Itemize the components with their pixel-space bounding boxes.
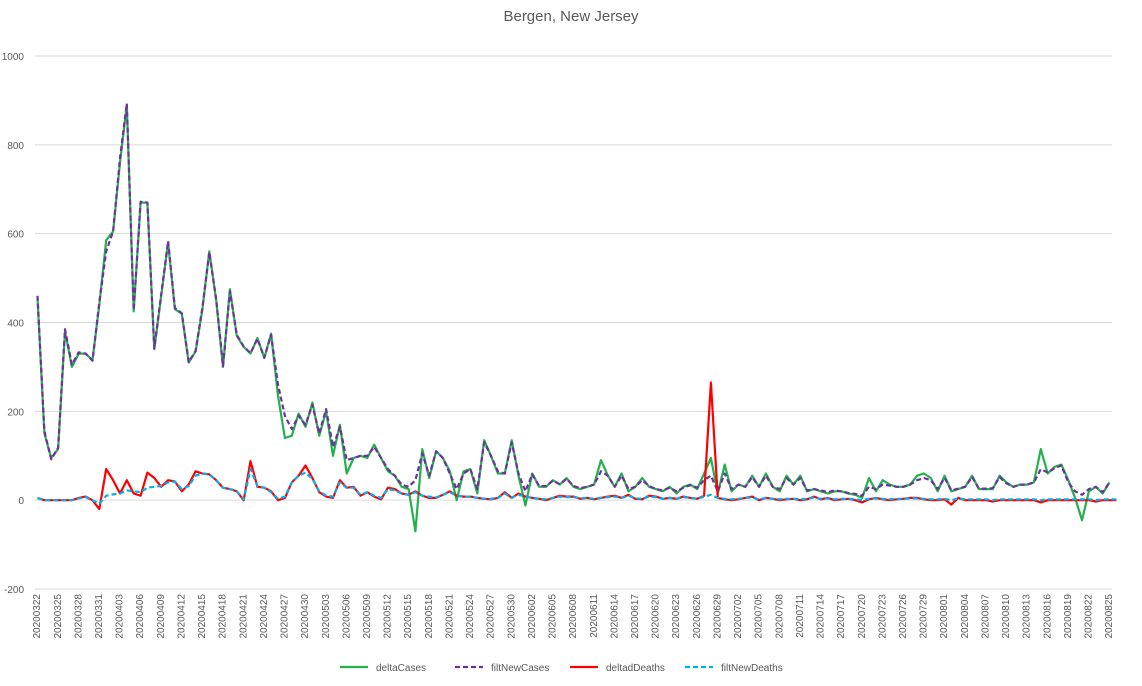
x-tick-label: 20200717 [836, 594, 847, 639]
x-tick-label: 20200620 [651, 594, 662, 639]
x-tick-label: 20200524 [465, 594, 476, 639]
x-tick-label: 20200602 [527, 594, 538, 639]
x-tick-label: 20200530 [506, 594, 517, 639]
x-tick-label: 20200512 [383, 594, 394, 639]
x-tick-label: 20200406 [135, 594, 146, 639]
x-tick-label: 20200518 [424, 594, 435, 639]
x-tick-label: 20200503 [321, 594, 332, 639]
x-tick-label: 20200705 [754, 594, 765, 639]
y-tick-label: 200 [7, 407, 24, 418]
legend-label: filtNewDeaths [721, 663, 783, 674]
x-tick-label: 20200409 [156, 594, 167, 639]
x-tick-label: 20200629 [712, 594, 723, 639]
x-tick-label: 20200506 [341, 594, 352, 639]
x-tick-label: 20200418 [218, 594, 229, 639]
x-tick-label: 20200521 [444, 594, 455, 639]
x-tick-label: 20200702 [733, 594, 744, 639]
x-tick-label: 20200614 [609, 594, 620, 639]
x-tick-label: 20200626 [692, 594, 703, 639]
x-tick-label: 20200822 [1084, 594, 1095, 639]
x-tick-label: 20200415 [197, 594, 208, 639]
x-tick-label: 20200708 [774, 594, 785, 639]
y-tick-label: 0 [18, 496, 24, 507]
x-tick-label: 20200412 [176, 594, 187, 639]
x-tick-label: 20200430 [300, 594, 311, 639]
x-tick-label: 20200331 [94, 594, 105, 639]
x-tick-label: 20200509 [362, 594, 373, 639]
x-tick-label: 20200515 [403, 594, 414, 639]
x-tick-label: 20200726 [898, 594, 909, 639]
x-tick-label: 20200605 [548, 594, 559, 639]
x-tick-label: 20200714 [816, 594, 827, 639]
x-tick-label: 20200403 [115, 594, 126, 639]
legend-label: deltadDeaths [606, 663, 665, 674]
x-axis-labels: 20200322 20200325 20200328 20200331 20200403… [32, 594, 1115, 639]
x-tick-label: 20200720 [857, 594, 868, 639]
x-tick-label: 20200623 [671, 594, 682, 639]
x-tick-label: 20200729 [919, 594, 930, 639]
x-tick-label: 20200608 [568, 594, 579, 639]
x-tick-label: 20200723 [877, 594, 888, 639]
x-tick-label: 20200325 [53, 594, 64, 639]
x-tick-label: 20200527 [486, 594, 497, 639]
x-tick-label: 20200424 [259, 594, 270, 639]
series-line-filtNewCases [36, 102, 1111, 497]
x-tick-label: 20200810 [1001, 594, 1012, 639]
x-tick-label: 20200801 [939, 594, 950, 639]
x-tick-label: 20200322 [32, 594, 43, 639]
gridlines [35, 55, 1112, 590]
y-tick-label: 600 [7, 230, 24, 241]
y-tick-label: 400 [7, 319, 24, 330]
series-line-filtNewDeaths [37, 468, 1117, 505]
chart-title: Bergen, New Jersey [503, 8, 639, 25]
x-tick-label: 20200711 [795, 594, 806, 638]
legend-label: filtNewCases [491, 663, 549, 674]
series-line-deltaCases [36, 103, 1111, 533]
x-tick-label: 20200427 [280, 594, 291, 639]
x-tick-label: 20200819 [1063, 594, 1074, 639]
x-tick-label: 20200611 [589, 594, 600, 638]
series-lines [36, 102, 1117, 533]
x-tick-label: 20200328 [73, 594, 84, 639]
x-tick-label: 20200804 [960, 594, 971, 639]
x-tick-label: 20200813 [1022, 594, 1033, 639]
x-tick-label: 20200807 [980, 594, 991, 639]
legend: deltaCases filtNewCases deltadDeaths filtNe… [340, 663, 783, 674]
x-tick-label: 20200617 [630, 594, 641, 639]
x-tick-label: 20200421 [238, 594, 249, 639]
y-axis-labels: -200 0 200 400 600 800 1000 [2, 52, 25, 596]
y-tick-label: -200 [4, 585, 24, 596]
y-tick-label: 1000 [2, 52, 25, 63]
x-tick-label: 20200816 [1042, 594, 1053, 639]
y-tick-label: 800 [7, 141, 24, 152]
x-tick-label: 20200825 [1104, 594, 1115, 639]
legend-label: deltaCases [376, 663, 426, 674]
